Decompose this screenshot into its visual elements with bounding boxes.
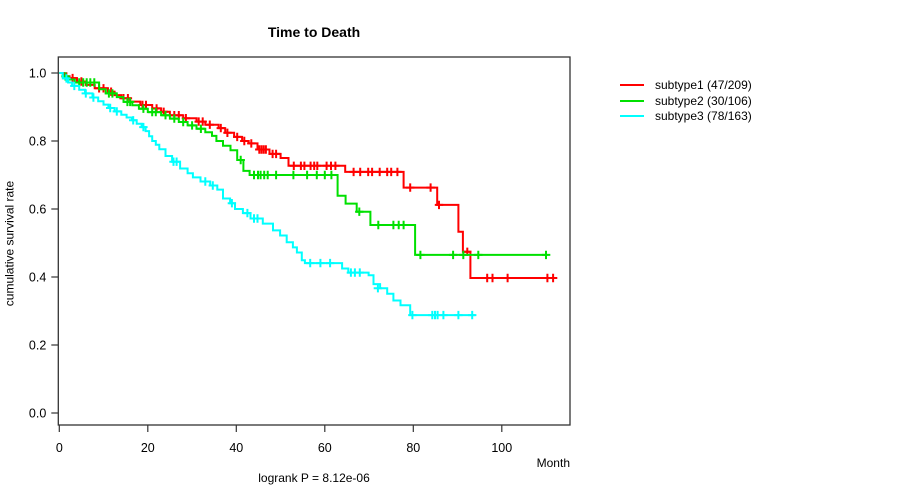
y-axis-tick-label-0.0: 0.0 xyxy=(29,407,46,421)
x-axis-tick-label-80: 80 xyxy=(406,441,420,455)
logrank-pvalue: logrank P = 8.12e-06 xyxy=(258,471,370,485)
x-axis-tick-label-20: 20 xyxy=(141,441,155,455)
y-axis-label: cumulative survival rate xyxy=(2,180,17,307)
legend-label-subtype3: subtype3 (78/163) xyxy=(655,109,752,124)
censor-marks-subtype3 xyxy=(62,74,477,320)
legend-label-subtype2: subtype2 (30/106) xyxy=(655,93,752,108)
y-axis-tick-label-0.6: 0.6 xyxy=(29,203,46,217)
legend-line-subtype2-icon xyxy=(620,99,644,102)
x-axis-tick-label-100: 100 xyxy=(491,441,512,455)
x-axis-tick-label-0: 0 xyxy=(56,441,63,455)
plot-box xyxy=(57,56,571,426)
chart-title: Time to Death xyxy=(267,24,361,40)
legend: subtype1 (47/209) subtype2 (30/106) subt… xyxy=(620,77,752,124)
survival-curve-subtype2 xyxy=(59,72,548,256)
legend-line-subtype1-icon xyxy=(620,83,644,86)
y-axis-tick-label-1.0: 1.0 xyxy=(29,67,46,81)
x-axis-tick-label-40: 40 xyxy=(229,441,243,455)
survival-curve-subtype3 xyxy=(59,72,476,317)
x-axis-tick-label-60: 60 xyxy=(318,441,332,455)
legend-item-subtype1: subtype1 (47/209) xyxy=(620,77,752,93)
legend-item-subtype2: subtype2 (30/106) xyxy=(620,93,752,109)
censor-marks-subtype1 xyxy=(62,72,558,283)
legend-line-subtype3-icon xyxy=(620,115,644,118)
legend-item-subtype3: subtype3 (78/163) xyxy=(620,108,752,124)
legend-label-subtype1: subtype1 (47/209) xyxy=(655,77,752,92)
y-axis-tick-label-0.4: 0.4 xyxy=(29,271,46,285)
y-axis-tick-label-0.2: 0.2 xyxy=(29,339,46,353)
y-axis-tick-label-0.8: 0.8 xyxy=(29,135,46,149)
x-axis-label: Month xyxy=(536,456,570,470)
